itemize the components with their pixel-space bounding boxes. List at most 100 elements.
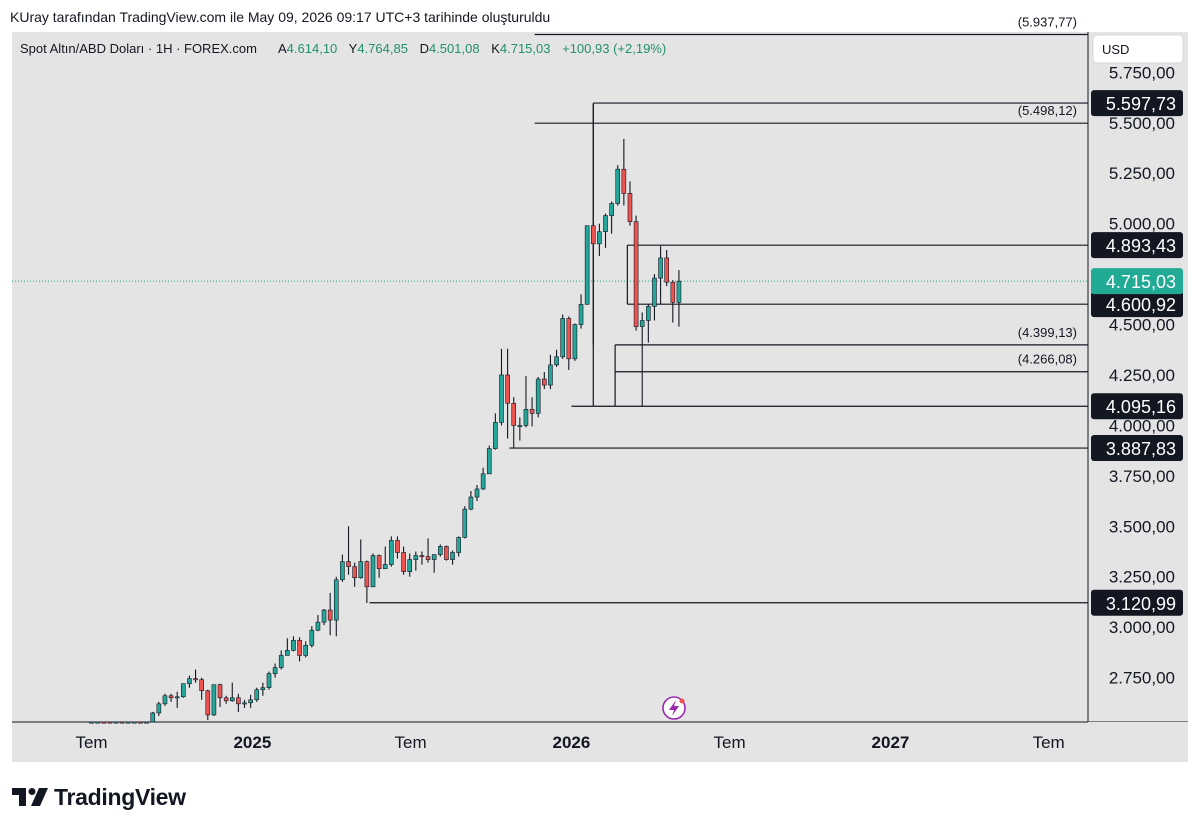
candle[interactable] [107,721,113,724]
candle[interactable] [315,615,321,632]
candle[interactable] [438,544,443,557]
candle[interactable] [346,526,351,575]
candle[interactable] [248,694,253,708]
candle[interactable] [639,312,645,407]
candle[interactable] [156,701,162,716]
candle[interactable] [327,592,333,636]
candle[interactable] [174,691,180,708]
candle[interactable] [370,553,376,588]
candle[interactable] [229,682,235,702]
candle[interactable] [297,637,302,662]
candle[interactable] [652,274,657,321]
candle[interactable] [260,682,266,696]
candle[interactable] [199,677,204,700]
candle[interactable] [162,693,168,706]
candle[interactable] [95,721,100,724]
candle[interactable] [285,638,290,656]
currency-button[interactable]: USD [1092,34,1184,64]
candle[interactable] [590,103,596,345]
candle[interactable] [321,609,327,626]
candle[interactable] [664,249,669,287]
candle[interactable] [468,490,474,511]
candle[interactable] [572,323,578,361]
candle[interactable] [401,546,406,575]
candle[interactable] [597,223,602,256]
candle[interactable] [181,683,186,698]
candle[interactable] [486,445,492,475]
candle[interactable] [144,721,149,724]
candle[interactable] [419,551,425,565]
candle[interactable] [542,371,547,390]
candle[interactable] [101,721,107,724]
candle[interactable] [566,316,572,370]
candle[interactable] [138,721,143,724]
candle[interactable] [211,684,217,716]
candle[interactable] [548,354,553,390]
candle[interactable] [89,721,94,724]
candle[interactable] [493,413,498,450]
candle[interactable] [413,551,419,571]
candle[interactable] [340,554,345,582]
candle[interactable] [254,687,260,702]
candle[interactable] [389,536,394,567]
candle[interactable] [517,417,523,441]
candle[interactable] [584,225,590,305]
candle[interactable] [627,181,633,226]
candle[interactable] [499,348,504,426]
candle[interactable] [646,304,651,343]
candle[interactable] [193,669,198,683]
candle[interactable] [113,721,119,724]
candle[interactable] [125,721,131,724]
candle[interactable] [535,377,541,418]
candle[interactable] [658,245,663,305]
candle[interactable] [633,215,639,331]
candle[interactable] [456,536,461,557]
candle[interactable] [168,693,174,702]
candle[interactable] [242,699,247,708]
candle[interactable] [395,536,400,559]
candle[interactable] [407,553,413,577]
candle[interactable] [529,397,535,427]
candle[interactable] [523,375,529,428]
candle[interactable] [303,641,308,658]
candle[interactable] [670,280,676,323]
candle[interactable] [309,626,315,648]
candle[interactable] [431,554,437,573]
candle[interactable] [462,506,468,539]
candle[interactable] [333,576,339,637]
candle[interactable] [511,397,517,449]
alert-icon[interactable] [662,696,686,720]
candle[interactable] [119,721,125,724]
candle[interactable] [450,550,455,565]
candle[interactable] [603,213,608,248]
candle[interactable] [236,693,241,712]
candle[interactable] [480,467,486,490]
candle[interactable] [266,671,272,690]
candle[interactable] [364,560,370,603]
candle[interactable] [205,689,211,720]
candle[interactable] [352,562,357,587]
candle[interactable] [382,546,388,569]
candle[interactable] [132,721,137,724]
candle[interactable] [272,663,278,678]
candle[interactable] [676,270,682,327]
candle[interactable] [376,554,382,578]
candle[interactable] [223,695,229,704]
currency-button-bg[interactable] [1092,34,1184,64]
candle[interactable] [560,314,565,359]
candle[interactable] [150,711,156,723]
candle[interactable] [358,539,364,579]
candle[interactable] [609,201,614,234]
candle[interactable] [291,636,296,652]
candle[interactable] [474,484,480,502]
candle[interactable] [578,294,584,329]
candle[interactable] [444,545,449,561]
currency-button-label[interactable]: USD [1102,42,1129,57]
candle[interactable] [615,165,621,206]
candle[interactable] [505,348,510,439]
candle[interactable] [187,675,192,688]
candle[interactable] [621,138,627,206]
candle[interactable] [554,349,559,367]
candle[interactable] [217,683,223,707]
